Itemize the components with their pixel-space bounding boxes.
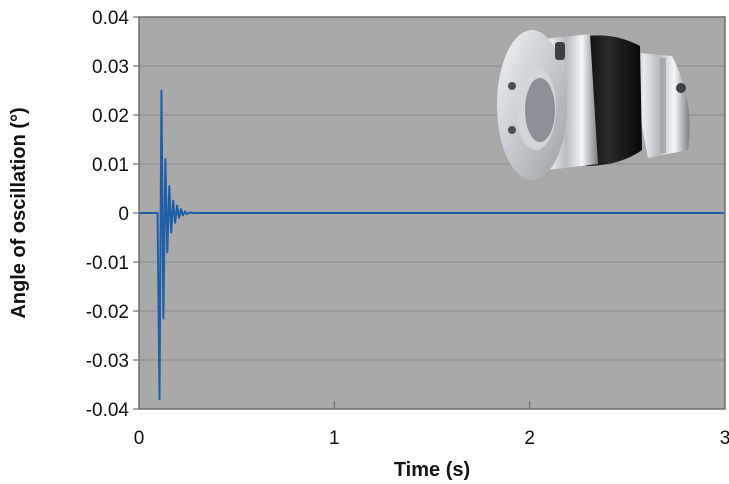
x-tick-label: 2 xyxy=(524,428,535,449)
y-axis-tick-labels: 0.04 0.03 0.02 0.01 0 -0.01 -0.02 -0.03 -0.04 xyxy=(86,8,130,421)
y-tick-label: -0.03 xyxy=(86,351,129,372)
y-axis-title: Angle of oscillation (°) xyxy=(8,107,30,318)
x-axis-tick-labels: 0 1 2 3 xyxy=(134,428,729,449)
y-tick-label: 0.03 xyxy=(92,57,129,78)
x-tick-label: 0 xyxy=(134,428,145,449)
y-tick-label: -0.04 xyxy=(86,400,130,421)
plot-border xyxy=(138,16,726,410)
x-tick-label: 3 xyxy=(720,428,729,449)
y-tick-label: 0.01 xyxy=(92,155,129,176)
y-tick-label: -0.01 xyxy=(86,253,129,274)
y-tick-label: 0.04 xyxy=(92,8,129,29)
coupling-photo xyxy=(497,30,690,180)
x-axis-title: Time (s) xyxy=(394,459,470,481)
y-tick-label: 0 xyxy=(118,204,129,225)
x-tick-label: 1 xyxy=(329,428,340,449)
y-tick-label: 0.02 xyxy=(92,106,129,127)
series-line-oscillation xyxy=(139,89,725,401)
y-tick-label: -0.02 xyxy=(86,302,129,323)
